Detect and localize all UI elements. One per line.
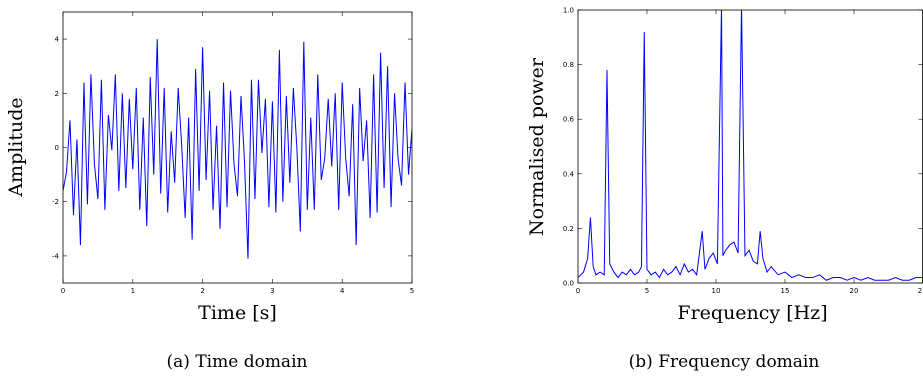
x-tick-label: 2 — [918, 287, 922, 295]
x-axis-label: Frequency [Hz] — [677, 302, 827, 324]
x-tick-label: 0 — [61, 287, 65, 295]
y-tick-label: 0.6 — [563, 116, 575, 124]
x-tick-label: 1 — [131, 287, 135, 295]
y-axis-label: Amplitude — [5, 97, 27, 197]
y-tick-label: 1.0 — [563, 7, 574, 15]
x-axis-label: Time [s] — [198, 302, 277, 324]
x-tick-label: 3 — [270, 287, 274, 295]
x-tick-label: 0 — [576, 287, 580, 295]
plot-frame — [62, 11, 413, 284]
series-line — [578, 10, 923, 281]
y-tick-label: 0.8 — [563, 61, 574, 69]
x-tick-label: 15 — [781, 287, 790, 295]
y-tick-label: -4 — [52, 252, 60, 260]
x-tick-label: 10 — [712, 287, 721, 295]
y-tick-label: 0.2 — [563, 225, 574, 233]
frequency-domain-chart: 0 5 10 15 20 2 0.0 0.2 0.4 0.6 0.8 1.0 Frequency [Hz… — [526, 7, 923, 372]
figure-caption: (a) Time domain — [167, 352, 308, 372]
series-line — [63, 39, 412, 259]
x-tick-label: 20 — [850, 287, 859, 295]
y-tick-label: 4 — [55, 36, 60, 44]
time-domain-chart: 0 1 2 3 4 5 -4 -2 0 2 4 Time [s] Amplitude (a) Time d… — [5, 11, 414, 372]
y-tick-label: 0 — [55, 144, 59, 152]
figure-caption: (b) Frequency domain — [629, 352, 820, 372]
x-tick-label: 4 — [340, 287, 345, 295]
plot-frame — [577, 9, 923, 284]
y-axis-label: Normalised power — [526, 57, 548, 236]
y-tick-label: 0.4 — [563, 170, 575, 178]
x-tick-label: 5 — [410, 287, 414, 295]
y-tick-label: 2 — [55, 90, 59, 98]
x-tick-label: 5 — [645, 287, 649, 295]
y-tick-label: 0.0 — [563, 280, 574, 288]
y-tick-label: -2 — [52, 198, 59, 206]
x-tick-label: 2 — [200, 287, 204, 295]
